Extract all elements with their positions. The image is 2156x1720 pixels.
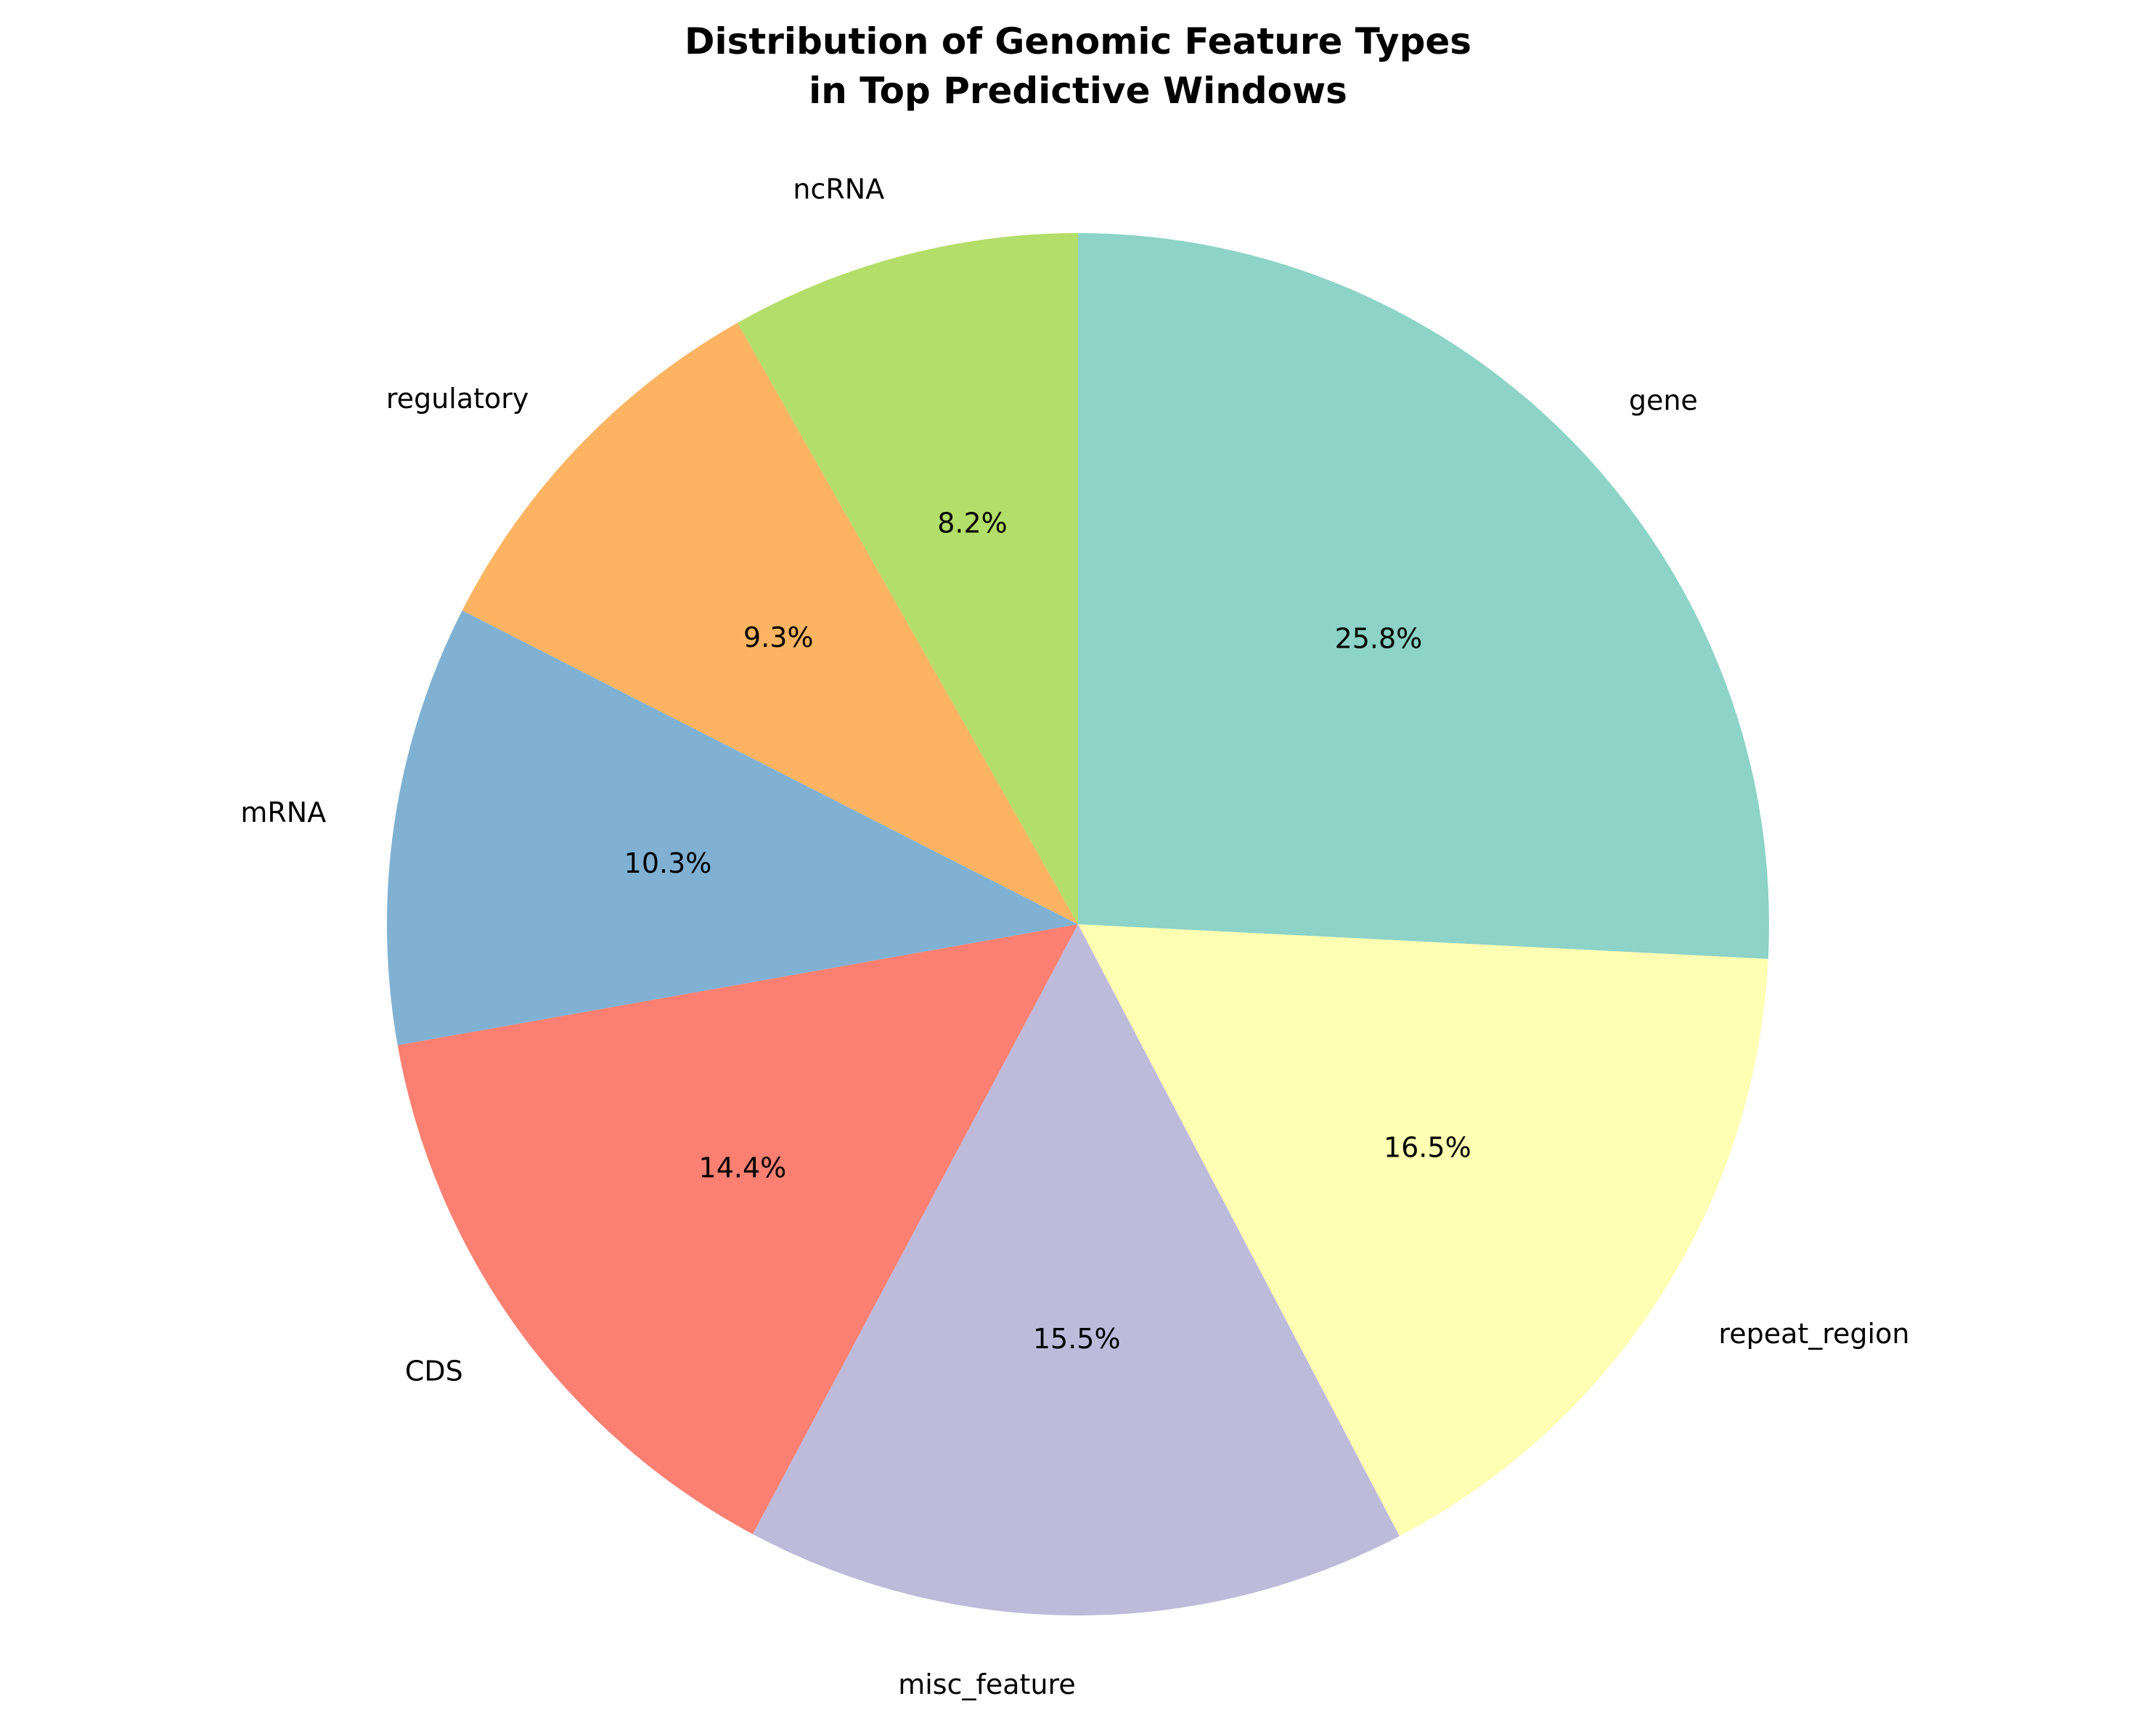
pie-category-label-ncrna: ncRNA bbox=[793, 173, 884, 205]
pie-slice-regulatory bbox=[462, 322, 1078, 924]
chart-title-line-1: Distribution of Genomic Feature Types bbox=[685, 20, 1471, 62]
pie-category-label-misc-feature: misc_feature bbox=[898, 1668, 1075, 1700]
pie-slice-ncrna bbox=[737, 233, 1078, 924]
pie-slice-repeat-region bbox=[1078, 924, 1768, 1536]
pie-labels: 25.8% gene 16.5% repeat_region 15.5% misc_fea… bbox=[240, 173, 1909, 1700]
pie-slice-misc-feature bbox=[752, 924, 1400, 1616]
pie-slice-mrna bbox=[387, 610, 1078, 1046]
pie-category-label-repeat-region: repeat_region bbox=[1718, 1318, 1909, 1350]
chart-title-line-2: in Top Predictive Windows bbox=[809, 70, 1347, 112]
pie-slice-cds bbox=[397, 924, 1078, 1534]
pie-percent-label-misc-feature: 15.5% bbox=[1033, 1323, 1121, 1355]
pie-percent-label-regulatory: 9.3% bbox=[743, 621, 814, 653]
pie-slice-gene bbox=[1078, 233, 1769, 959]
pie-category-label-cds: CDS bbox=[405, 1356, 463, 1387]
pie-percent-label-repeat-region: 16.5% bbox=[1384, 1132, 1471, 1164]
pie-category-label-gene: gene bbox=[1629, 384, 1698, 416]
pie-percent-label-mrna: 10.3% bbox=[624, 847, 712, 879]
pie-category-label-regulatory: regulatory bbox=[386, 383, 528, 415]
pie-percent-label-gene: 25.8% bbox=[1335, 622, 1423, 654]
pie-percent-label-cds: 14.4% bbox=[699, 1152, 787, 1184]
pie-slices bbox=[387, 233, 1769, 1616]
pie-category-label-mrna: mRNA bbox=[240, 796, 326, 828]
pie-percent-label-ncrna: 8.2% bbox=[937, 508, 1008, 539]
